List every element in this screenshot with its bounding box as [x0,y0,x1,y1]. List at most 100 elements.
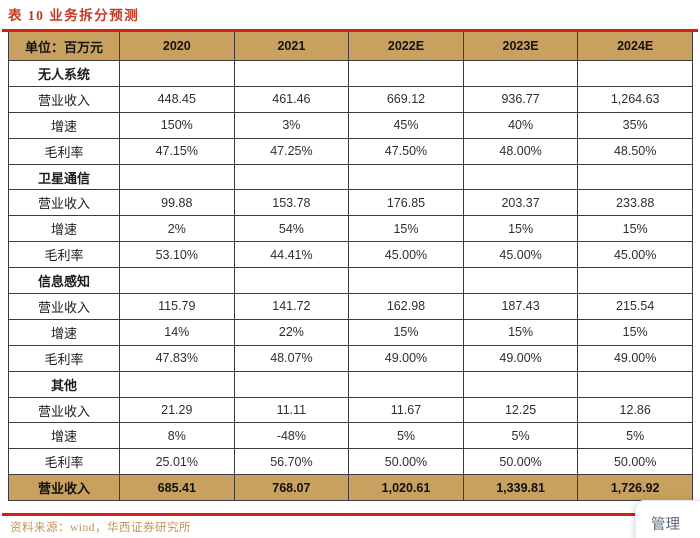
data-row: 毛利率 53.10% 44.41% 45.00% 45.00% 45.00% [8,241,693,269]
value-cell [462,163,579,191]
value-cell: 162.98 [348,293,464,320]
value-cell: 53.10% [119,241,235,269]
value-cell: 15% [348,215,464,243]
value-cell: 12.25 [462,396,579,424]
value-cell: 448.45 [119,85,235,113]
value-cell: 1,020.61 [348,474,464,502]
section-row: 信息感知 [8,267,693,295]
value-cell: 99.88 [119,189,235,217]
value-cell: 45.00% [577,241,693,269]
value-cell: 49.00% [462,344,579,372]
total-row: 营业收入 685.41 768.07 1,020.61 1,339.81 1,726.92 [8,474,693,502]
manage-button-label: 管理 [651,516,680,533]
data-row: 营业收入 448.45 461.46 669.12 936.77 1,264.63 [8,85,693,113]
data-row: 增速 2% 54% 15% 15% 15% [8,215,693,243]
table-bottom-rule [2,513,698,516]
row-label: 增速 [8,111,120,139]
value-cell: 5% [462,422,579,450]
value-cell [119,370,235,398]
value-cell: 669.12 [348,85,464,113]
value-cell: 215.54 [577,293,693,320]
value-cell: 50.00% [462,448,579,476]
value-cell [577,163,693,191]
value-cell [577,60,693,87]
business-forecast-table: 单位：百万元 2020 2021 2022E 2023E 2024E 无人系统营… [8,31,693,502]
value-cell: -48% [233,422,350,450]
row-label: 毛利率 [8,344,120,372]
row-label: 毛利率 [8,241,120,269]
value-cell [348,370,464,398]
value-cell: 15% [462,318,579,346]
value-cell: 1,339.81 [462,474,579,502]
row-label: 增速 [8,318,120,346]
value-cell: 45.00% [462,241,579,269]
header-row: 单位：百万元 2020 2021 2022E 2023E 2024E [8,31,693,61]
value-cell: 141.72 [233,293,350,320]
value-cell: 8% [119,422,235,450]
row-label: 毛利率 [8,137,120,165]
value-cell [233,370,350,398]
value-cell: 50.00% [577,448,693,476]
column-header-2023e: 2023E [462,31,579,61]
data-row: 毛利率 47.15% 47.25% 47.50% 48.00% 48.50% [8,137,693,165]
value-cell: 3% [233,111,350,139]
row-label: 营业收入 [8,396,120,424]
value-cell: 1,726.92 [577,474,693,502]
value-cell [119,267,235,295]
value-cell [577,370,693,398]
value-cell: 461.46 [233,85,350,113]
value-cell: 21.29 [119,396,235,424]
value-cell [348,163,464,191]
value-cell: 15% [462,215,579,243]
row-label: 营业收入 [8,189,120,217]
manage-button[interactable]: 管理 [635,500,700,538]
value-cell: 44.41% [233,241,350,269]
value-cell: 25.01% [119,448,235,476]
value-cell: 150% [119,111,235,139]
value-cell [119,60,235,87]
data-row: 营业收入 115.79 141.72 162.98 187.43 215.54 [8,293,693,320]
value-cell: 49.00% [577,344,693,372]
row-label: 营业收入 [8,474,120,502]
value-cell: 47.15% [119,137,235,165]
value-cell [577,267,693,295]
value-cell: 203.37 [462,189,579,217]
value-cell [348,267,464,295]
data-row: 增速 14% 22% 15% 15% 15% [8,318,693,346]
value-cell [462,370,579,398]
value-cell: 47.83% [119,344,235,372]
column-header-2022e: 2022E [348,31,464,61]
value-cell: 15% [577,215,693,243]
value-cell: 11.11 [233,396,350,424]
value-cell: 48.00% [462,137,579,165]
value-cell: 50.00% [348,448,464,476]
data-row: 营业收入 99.88 153.78 176.85 203.37 233.88 [8,189,693,217]
value-cell: 1,264.63 [577,85,693,113]
value-cell: 48.07% [233,344,350,372]
value-cell: 47.25% [233,137,350,165]
value-cell: 14% [119,318,235,346]
unit-header-cell: 单位：百万元 [8,31,120,61]
value-cell: 2% [119,215,235,243]
value-cell: 54% [233,215,350,243]
value-cell: 47.50% [348,137,464,165]
value-cell: 49.00% [348,344,464,372]
row-label: 无人系统 [8,60,120,87]
value-cell [233,267,350,295]
value-cell [462,267,579,295]
value-cell: 187.43 [462,293,579,320]
value-cell: 48.50% [577,137,693,165]
value-cell: 936.77 [462,85,579,113]
column-header-2020: 2020 [119,31,235,61]
value-cell: 12.86 [577,396,693,424]
row-label: 卫星通信 [8,163,120,191]
value-cell: 45.00% [348,241,464,269]
value-cell: 15% [577,318,693,346]
value-cell [233,163,350,191]
column-header-2024e: 2024E [577,31,693,61]
value-cell: 45% [348,111,464,139]
row-label: 其他 [8,370,120,398]
value-cell: 115.79 [119,293,235,320]
row-label: 毛利率 [8,448,120,476]
